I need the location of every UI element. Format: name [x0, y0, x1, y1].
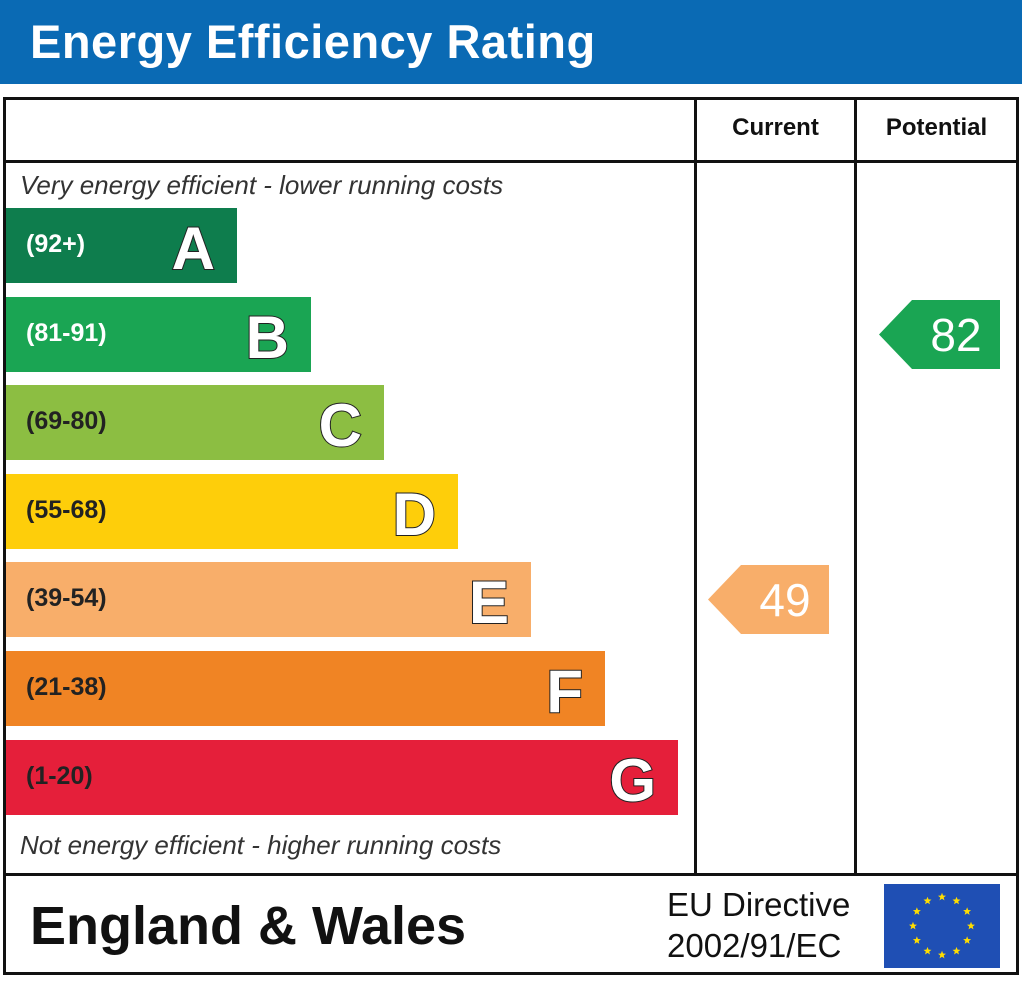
- eu-star-icon: [923, 896, 932, 905]
- eu-star-icon: [963, 936, 972, 944]
- current-rating-value: 49: [759, 574, 811, 626]
- band-e-letter: E: [468, 568, 510, 637]
- band-g: (1-20) G: [6, 740, 678, 815]
- eu-flag-icon: [884, 884, 1000, 968]
- potential-column-header: Potential: [885, 114, 988, 141]
- caption-top: Very energy efficient - lower running co…: [20, 170, 504, 200]
- current-arrow-shape: [708, 565, 829, 634]
- potential-rating-value: 82: [930, 309, 982, 361]
- band-g-letter: G: [608, 746, 657, 815]
- header-bar: Energy Efficiency Rating: [0, 0, 1022, 84]
- potential-rating-marker: 82: [879, 300, 1000, 369]
- caption-bottom: Not energy efficient - higher running co…: [20, 830, 502, 860]
- band-f-range: (21-38): [26, 673, 107, 701]
- header-row-divider: [3, 160, 1019, 163]
- page-title: Energy Efficiency Rating: [30, 15, 596, 68]
- divider-potential: [854, 97, 857, 876]
- band-d: (55-68) D: [6, 474, 458, 549]
- eu-star-icon: [909, 921, 917, 930]
- eu-star-icon: [912, 907, 921, 915]
- band-b: (81-91) B: [6, 297, 311, 372]
- rating-frame: [3, 97, 1019, 975]
- band-a-letter: A: [171, 214, 216, 283]
- eu-stars-ring: [909, 892, 975, 959]
- divider-current: [694, 97, 697, 876]
- directive-line-1: EU Directive: [667, 886, 851, 923]
- current-column-header: Current: [732, 114, 819, 141]
- eu-star-icon: [938, 892, 946, 901]
- eu-star-icon: [952, 946, 961, 955]
- directive-line-2: 2002/91/EC: [667, 927, 842, 964]
- band-e-range: (39-54): [26, 584, 107, 612]
- footer-row-divider: [3, 873, 1019, 876]
- band-b-letter: B: [245, 303, 290, 372]
- band-c-range: (69-80): [26, 407, 107, 435]
- band-e: (39-54) E: [6, 562, 531, 637]
- eu-star-icon: [938, 950, 946, 959]
- potential-arrow-shape: [879, 300, 1000, 369]
- band-a: (92+) A: [6, 208, 237, 283]
- eu-star-icon: [952, 896, 961, 905]
- band-g-range: (1-20): [26, 762, 93, 790]
- band-c: (69-80) C: [6, 385, 384, 460]
- band-c-letter: C: [318, 391, 363, 460]
- band-b-range: (81-91): [26, 319, 107, 347]
- region-label: England & Wales: [30, 896, 467, 956]
- eu-star-icon: [912, 936, 921, 944]
- band-d-letter: D: [392, 480, 437, 549]
- band-a-range: (92+): [26, 230, 86, 258]
- band-f-letter: F: [545, 657, 584, 726]
- band-d-range: (55-68): [26, 496, 107, 524]
- eu-star-icon: [967, 921, 975, 930]
- eu-star-icon: [963, 907, 972, 915]
- current-rating-marker: 49: [708, 565, 829, 634]
- band-f: (21-38) F: [6, 651, 605, 726]
- eu-star-icon: [923, 946, 932, 955]
